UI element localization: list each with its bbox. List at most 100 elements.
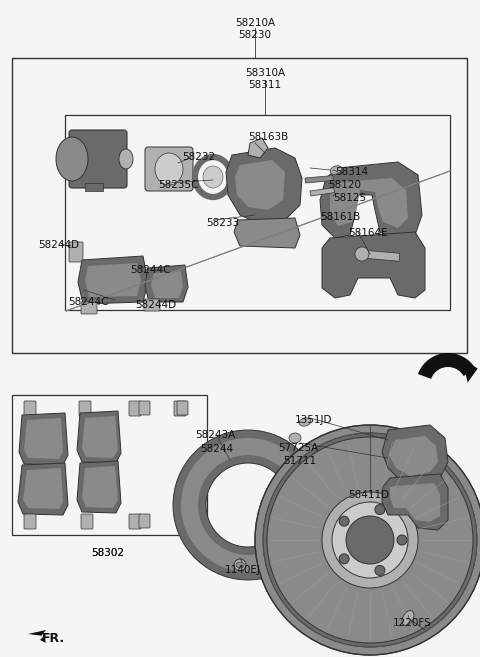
Ellipse shape: [155, 153, 183, 185]
Bar: [12, 58, 467, 353]
Text: 58244C: 58244C: [130, 265, 170, 275]
Bar: [65, 115, 450, 310]
Text: 1351JD: 1351JD: [295, 415, 333, 425]
Text: 58232: 58232: [182, 152, 215, 162]
FancyBboxPatch shape: [24, 401, 36, 416]
Text: 58244D: 58244D: [38, 240, 79, 250]
Text: 58235C: 58235C: [158, 180, 199, 190]
FancyBboxPatch shape: [177, 514, 189, 529]
Text: 58310A: 58310A: [245, 68, 285, 78]
Ellipse shape: [299, 418, 311, 426]
Text: 58233: 58233: [206, 218, 239, 228]
Text: FR.: FR.: [42, 631, 65, 645]
Text: 58210A: 58210A: [235, 18, 275, 28]
Circle shape: [322, 492, 418, 588]
Text: 58411D: 58411D: [348, 490, 389, 500]
Polygon shape: [234, 218, 300, 248]
Text: 58164E: 58164E: [348, 228, 388, 238]
Polygon shape: [151, 271, 183, 298]
FancyBboxPatch shape: [129, 514, 141, 529]
FancyBboxPatch shape: [144, 299, 160, 311]
Polygon shape: [77, 461, 121, 513]
Polygon shape: [85, 263, 141, 297]
Polygon shape: [23, 468, 63, 509]
Polygon shape: [82, 466, 118, 508]
Polygon shape: [181, 438, 291, 572]
Circle shape: [332, 502, 408, 578]
Ellipse shape: [203, 166, 223, 188]
Text: 58120: 58120: [328, 180, 361, 190]
Text: 58244: 58244: [200, 444, 233, 454]
Circle shape: [397, 535, 407, 545]
Circle shape: [375, 505, 385, 514]
Polygon shape: [248, 138, 268, 158]
Text: 58244D: 58244D: [135, 300, 176, 310]
Polygon shape: [19, 413, 68, 465]
Text: 58125: 58125: [333, 193, 366, 203]
Ellipse shape: [236, 562, 244, 568]
Text: 1140EJ: 1140EJ: [225, 565, 261, 575]
Polygon shape: [382, 425, 448, 485]
FancyBboxPatch shape: [145, 147, 193, 191]
Polygon shape: [275, 537, 311, 574]
Text: 1220FS: 1220FS: [393, 618, 432, 628]
Ellipse shape: [56, 137, 88, 181]
Text: 58314: 58314: [335, 167, 368, 177]
Bar: [85, 183, 103, 191]
Circle shape: [339, 516, 349, 526]
Polygon shape: [382, 474, 448, 530]
FancyBboxPatch shape: [81, 302, 97, 314]
Text: 58302: 58302: [92, 548, 124, 558]
Polygon shape: [28, 630, 46, 643]
Circle shape: [339, 554, 349, 564]
Polygon shape: [418, 353, 476, 379]
Polygon shape: [320, 162, 422, 240]
FancyBboxPatch shape: [129, 401, 141, 416]
FancyBboxPatch shape: [139, 401, 150, 415]
Ellipse shape: [289, 433, 301, 443]
FancyBboxPatch shape: [81, 514, 93, 529]
Ellipse shape: [402, 610, 414, 625]
Polygon shape: [78, 256, 148, 304]
Polygon shape: [24, 418, 63, 459]
Bar: [310, 188, 335, 196]
Polygon shape: [462, 359, 478, 382]
Text: 58230: 58230: [239, 30, 272, 40]
FancyBboxPatch shape: [139, 514, 150, 528]
Ellipse shape: [330, 166, 342, 174]
Polygon shape: [330, 178, 408, 228]
FancyBboxPatch shape: [177, 514, 188, 528]
Text: 58163B: 58163B: [248, 132, 288, 142]
Polygon shape: [226, 148, 302, 225]
Text: 57725A: 57725A: [278, 443, 318, 453]
Bar: [361, 250, 400, 261]
FancyBboxPatch shape: [79, 401, 91, 416]
FancyBboxPatch shape: [24, 514, 36, 529]
Circle shape: [346, 516, 394, 564]
Circle shape: [255, 425, 480, 655]
Circle shape: [234, 559, 246, 571]
Text: 58244C: 58244C: [68, 297, 108, 307]
FancyBboxPatch shape: [174, 401, 186, 416]
Circle shape: [263, 433, 477, 647]
Circle shape: [375, 566, 385, 576]
Polygon shape: [173, 430, 313, 580]
Text: 58302: 58302: [92, 548, 124, 558]
Polygon shape: [390, 483, 440, 522]
Polygon shape: [82, 416, 118, 458]
FancyBboxPatch shape: [69, 242, 83, 262]
Bar: [305, 175, 333, 183]
Ellipse shape: [119, 149, 133, 169]
Circle shape: [267, 437, 473, 643]
Polygon shape: [235, 160, 285, 210]
Polygon shape: [77, 411, 121, 463]
Text: 58243A: 58243A: [195, 430, 235, 440]
Polygon shape: [18, 463, 68, 515]
Text: 58311: 58311: [249, 80, 282, 90]
FancyBboxPatch shape: [177, 401, 188, 415]
Polygon shape: [389, 436, 438, 476]
FancyBboxPatch shape: [69, 130, 127, 188]
Polygon shape: [145, 265, 188, 302]
Text: 51711: 51711: [283, 456, 316, 466]
Ellipse shape: [355, 247, 369, 261]
